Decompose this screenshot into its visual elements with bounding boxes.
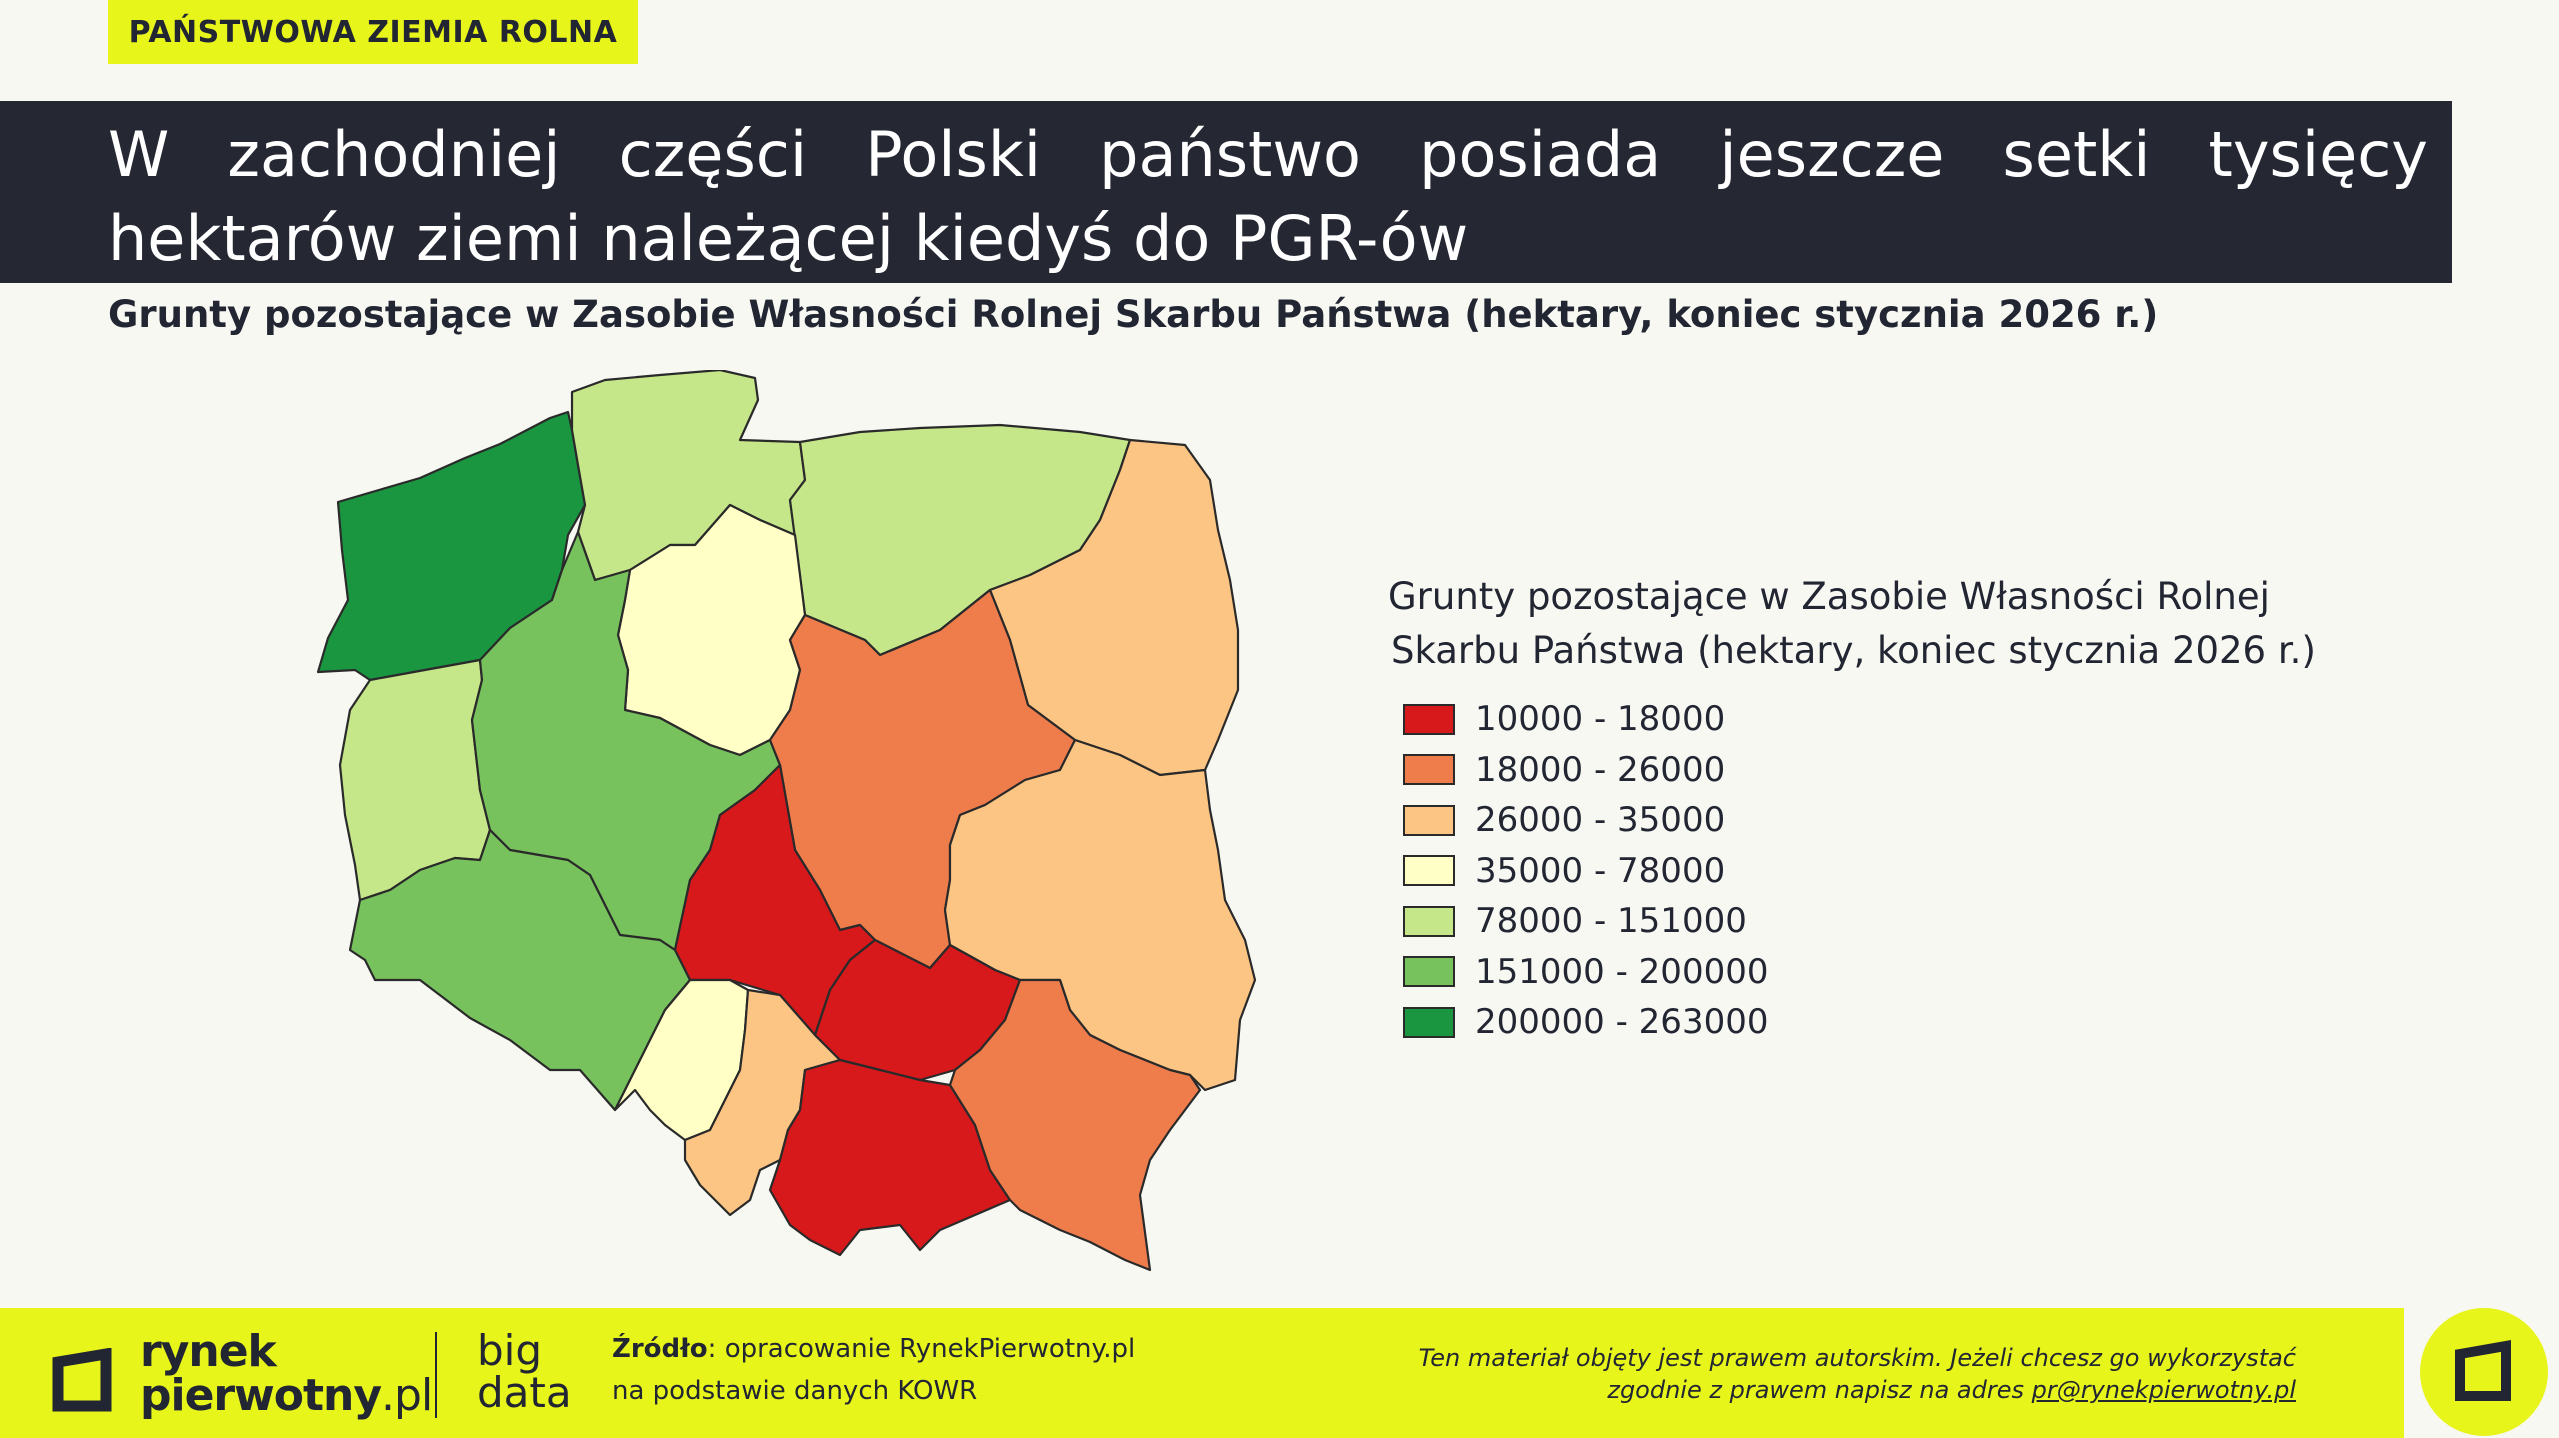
legend-range-label: 10000 - 18000	[1475, 699, 1726, 740]
legend-rows: 10000 - 18000 18000 - 26000 26000 - 35000 3…	[1388, 694, 2388, 1048]
footer: rynek pierwotny.pl big data Źródło: opra…	[0, 1308, 2404, 1438]
chart-subtitle: Grunty pozostające w Zasobie Własności R…	[108, 293, 2159, 336]
rynekpierwotny-logo-icon	[52, 1348, 112, 1412]
legend-swatch	[1403, 956, 1455, 988]
bigdata-line2: data	[477, 1368, 572, 1417]
logo-wordmark: rynek pierwotny.pl	[140, 1326, 433, 1421]
map-legend: Grunty pozostające w Zasobie Własności R…	[1388, 570, 2388, 1048]
legend-swatch	[1403, 905, 1455, 937]
legend-swatch	[1403, 703, 1455, 735]
copyright-line2: zgodnie z prawem napisz na adres	[1607, 1376, 2032, 1404]
legend-range-label: 151000 - 200000	[1475, 951, 1769, 992]
category-tag: PAŃSTWOWA ZIEMIA ROLNA	[108, 0, 638, 64]
copyright-note: Ten materiał objęty jest prawem autorski…	[1419, 1342, 2296, 1406]
logo-line1: rynek	[140, 1326, 277, 1377]
source-line2: na podstawie danych KOWR	[612, 1376, 978, 1406]
legend-swatch	[1403, 855, 1455, 887]
source-line1: : opracowanie RynekPierwotny.pl	[707, 1334, 1136, 1364]
page-title: W zachodniej części Polski państwo posia…	[108, 118, 2428, 275]
legend-title-line2: Skarbu Państwa (hektary, koniec stycznia…	[1391, 629, 2316, 672]
legend-range-label: 26000 - 35000	[1475, 800, 1726, 841]
legend-range-label: 35000 - 78000	[1475, 850, 1726, 891]
logo-line2: pierwotny	[140, 1370, 382, 1421]
legend-swatch	[1403, 1006, 1455, 1038]
legend-item: 35000 - 78000	[1403, 846, 2388, 897]
legend-item: 26000 - 35000	[1403, 795, 2388, 846]
region-podkarpackie[interactable]	[948, 978, 1202, 1272]
legend-item: 78000 - 151000	[1403, 896, 2388, 947]
legend-range-label: 18000 - 26000	[1475, 749, 1726, 790]
legend-title: Grunty pozostające w Zasobie Własności R…	[1388, 570, 2388, 678]
bigdata-line1: big	[477, 1326, 542, 1375]
legend-item: 10000 - 18000	[1403, 694, 2388, 745]
source-note: Źródło: opracowanie RynekPierwotny.pl na…	[612, 1328, 1135, 1412]
legend-swatch	[1403, 754, 1455, 786]
source-label: Źródło	[612, 1334, 708, 1364]
legend-swatch	[1403, 804, 1455, 836]
legend-item: 18000 - 26000	[1403, 745, 2388, 796]
corner-logo-icon	[2455, 1340, 2511, 1401]
poland-voivodeship-map	[316, 370, 1257, 1272]
legend-item: 200000 - 263000	[1403, 997, 2388, 1048]
contact-email-link[interactable]: pr@rynekpierwotny.pl	[2031, 1376, 2296, 1404]
title-bar: W zachodniej części Polski państwo posia…	[0, 101, 2452, 283]
logo-suffix: .pl	[381, 1370, 433, 1421]
footer-divider	[435, 1332, 437, 1418]
legend-title-line1: Grunty pozostające w Zasobie Własności R…	[1388, 575, 2270, 618]
legend-item: 151000 - 200000	[1403, 947, 2388, 998]
bigdata-logo: big data	[477, 1330, 572, 1414]
legend-range-label: 200000 - 263000	[1475, 1002, 1769, 1043]
legend-range-label: 78000 - 151000	[1475, 901, 1747, 942]
corner-logo-badge	[2420, 1308, 2548, 1436]
copyright-line1: Ten materiał objęty jest prawem autorski…	[1418, 1344, 2296, 1372]
